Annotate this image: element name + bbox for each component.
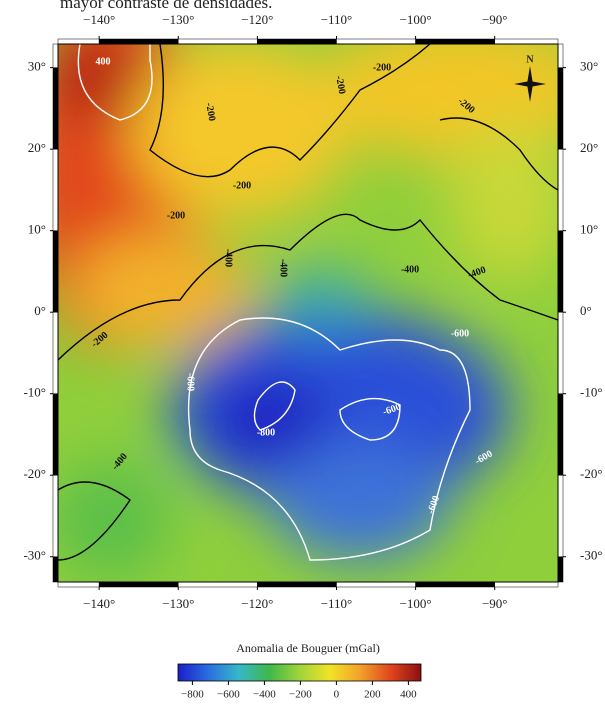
- frame-strip: [53, 475, 58, 557]
- frame-strip: [558, 394, 563, 476]
- contour-label: -400: [401, 264, 419, 275]
- frame-strip: [53, 557, 58, 582]
- contour-label: -400: [278, 259, 289, 277]
- colorbar-tick-label: −800: [181, 689, 204, 701]
- colorbar: [178, 664, 421, 681]
- frame-strip: [58, 582, 99, 587]
- y-tick-label: 30°: [580, 59, 598, 74]
- map-image: [20, 0, 600, 582]
- y-tick-label: -10°: [23, 385, 46, 400]
- colorbar-title: Anomalia de Bouguer (mGal): [236, 641, 380, 655]
- frame-strip: [558, 44, 563, 68]
- frame-strip: [178, 39, 257, 44]
- frame-strip: [495, 39, 558, 44]
- y-tick-label: 0°: [580, 303, 592, 318]
- frame-strip: [558, 475, 563, 557]
- frame-strip: [416, 39, 495, 44]
- contour-label: -800: [257, 427, 275, 438]
- contour-label: -400: [223, 249, 234, 267]
- page: mayor contraste de densidades. N Anomali…: [0, 0, 605, 711]
- frame-strip: [99, 582, 178, 587]
- frame-strip: [257, 39, 336, 44]
- frame-strip: [53, 231, 58, 313]
- frame-strip: [558, 231, 563, 313]
- colorbar-tick-label: 400: [400, 689, 417, 701]
- colorbar-tick-label: −200: [289, 689, 312, 701]
- frame-strip: [495, 582, 558, 587]
- colorbar-tick-label: 0: [334, 689, 340, 701]
- frame-strip: [558, 149, 563, 231]
- colorbar-tick-label: −600: [217, 689, 240, 701]
- contour-label: -200: [233, 180, 251, 191]
- colorbar-tick-label: −400: [253, 689, 276, 701]
- y-tick-label: -30°: [580, 548, 603, 563]
- x-tick-label: −110°: [321, 12, 353, 27]
- frame-strip: [53, 44, 58, 68]
- colorbar-tick-label: 200: [364, 689, 381, 701]
- x-tick-label: −120°: [241, 596, 273, 611]
- contour-label: -600: [185, 373, 196, 391]
- x-tick-label: −120°: [241, 12, 273, 27]
- y-tick-label: 30°: [28, 59, 46, 74]
- x-tick-label: −130°: [162, 596, 194, 611]
- contour-label: 400: [96, 56, 111, 67]
- contour-label: -200: [167, 210, 185, 221]
- frame-strip: [53, 68, 58, 150]
- x-tick-label: −140°: [83, 596, 115, 611]
- y-tick-label: -20°: [580, 466, 603, 481]
- frame-strip: [53, 312, 58, 394]
- x-tick-label: −140°: [83, 12, 115, 27]
- frame-strip: [53, 394, 58, 476]
- header-text: mayor contraste de densidades.: [60, 0, 272, 12]
- y-tick-label: 10°: [580, 222, 598, 237]
- compass-label: N: [526, 54, 534, 65]
- frame-strip: [58, 39, 99, 44]
- frame-strip: [257, 582, 336, 587]
- y-tick-label: -20°: [23, 466, 46, 481]
- frame-strip: [558, 68, 563, 150]
- y-tick-label: 0°: [34, 303, 46, 318]
- frame-strip: [99, 39, 178, 44]
- frame-strip: [558, 557, 563, 582]
- frame-strip: [336, 582, 415, 587]
- y-tick-label: -30°: [23, 548, 46, 563]
- frame-strip: [178, 582, 257, 587]
- x-tick-label: −90°: [482, 596, 508, 611]
- x-tick-label: −90°: [482, 12, 508, 27]
- y-tick-label: -10°: [580, 385, 603, 400]
- frame-strip: [336, 39, 415, 44]
- x-tick-label: −130°: [162, 12, 194, 27]
- frame-strip: [53, 149, 58, 231]
- contour-label: -200: [373, 62, 391, 73]
- x-tick-label: −100°: [400, 12, 432, 27]
- x-tick-label: −110°: [321, 596, 353, 611]
- contour-label: -600: [451, 328, 469, 339]
- frame-strip: [558, 312, 563, 394]
- y-tick-label: 10°: [28, 222, 46, 237]
- frame-strip: [416, 582, 495, 587]
- y-tick-label: 20°: [580, 140, 598, 155]
- x-tick-label: −100°: [400, 596, 432, 611]
- y-tick-label: 20°: [28, 140, 46, 155]
